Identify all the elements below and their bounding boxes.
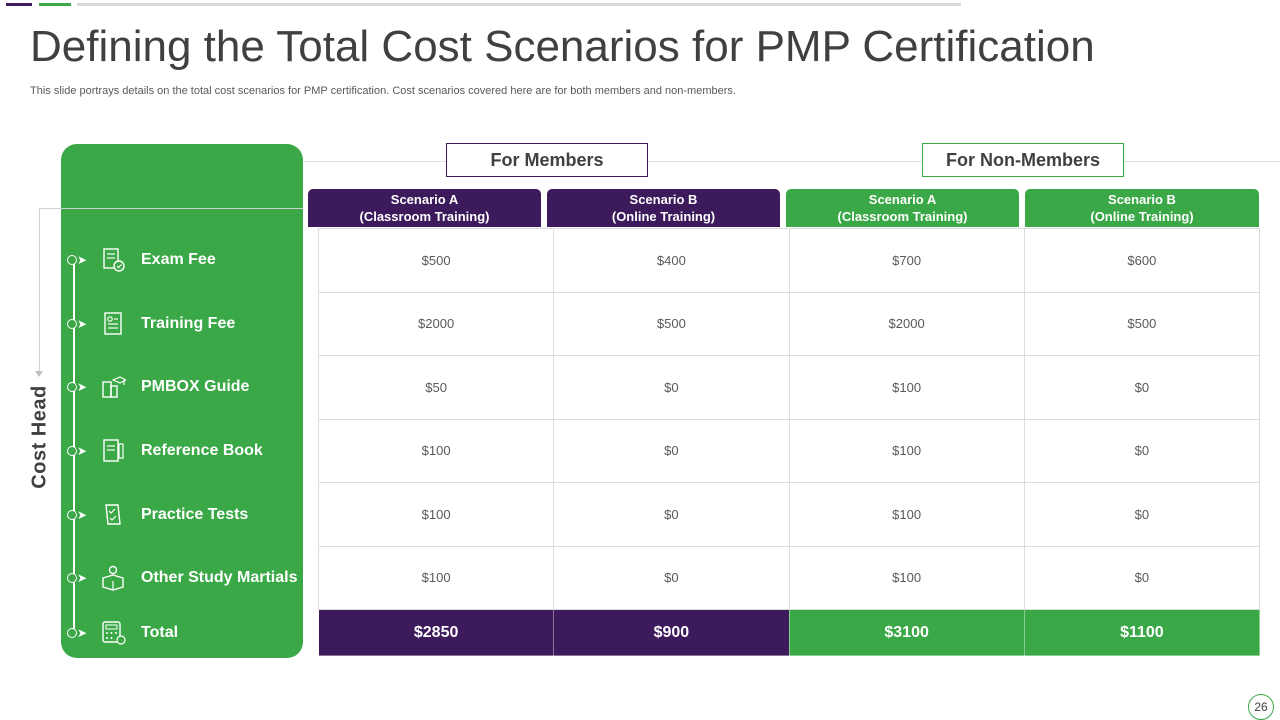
cost-head-panel: [61, 144, 303, 658]
cost-item-label: Training Fee: [141, 315, 236, 332]
timeline-dot: [67, 255, 77, 265]
slide-subtitle: This slide portrays details on the total…: [30, 85, 736, 97]
cost-item-label: Practice Tests: [141, 506, 249, 523]
cost-item-training-fee: ➤ Training Fee: [66, 312, 303, 337]
exam-paper-icon: [103, 248, 125, 272]
table-cell: $0: [553, 355, 790, 420]
table-cell: $100: [317, 482, 555, 547]
cost-item-pmbox-guide: ➤ PMBOX Guide: [66, 376, 303, 400]
timeline-dot: [67, 446, 77, 456]
cost-item-total: ➤ Total: [66, 621, 303, 646]
table-cell: $100: [317, 418, 555, 483]
reference-book-icon: [103, 439, 124, 462]
cost-item-practice-tests: ➤ Practice Tests: [66, 504, 303, 528]
arrow-right-icon: ➤: [77, 253, 88, 267]
accent-bar-gray: [77, 3, 961, 6]
document-icon: [104, 312, 122, 335]
table-row: $50 $0 $100 $0: [317, 355, 1261, 420]
connector-arrow-icon: [35, 371, 43, 377]
connector-line: [39, 208, 303, 209]
table-cell: $2000: [317, 291, 555, 356]
accent-bar-green: [39, 3, 71, 6]
timeline-dot: [67, 628, 77, 638]
page-number: 26: [1248, 694, 1274, 720]
table-cell: $100: [788, 482, 1025, 547]
column-header-title: Scenario B: [629, 192, 698, 207]
column-header-non-members-scenario-b: Scenario B (Online Training): [1025, 189, 1259, 227]
table-cell: $100: [788, 355, 1025, 420]
column-header-subtitle: (Online Training): [611, 209, 716, 224]
table-cell: $100: [788, 418, 1025, 483]
table-cell: $0: [553, 418, 790, 483]
cost-item-label: Total: [141, 624, 179, 641]
table-cell: $0: [1023, 482, 1261, 547]
arrow-right-icon: ➤: [77, 508, 88, 522]
test-checklist-icon: [105, 504, 121, 525]
timeline-dot: [67, 382, 77, 392]
total-cell: $900: [553, 609, 790, 656]
total-cell: $1100: [1023, 609, 1261, 656]
table-cell: $0: [1023, 418, 1261, 483]
calculator-icon: [102, 621, 126, 645]
arrow-right-icon: ➤: [77, 571, 88, 585]
timeline-dot: [67, 319, 77, 329]
table-row: $500 $400 $700 $600: [317, 228, 1261, 293]
total-cell: $3100: [788, 609, 1025, 656]
arrow-right-icon: ➤: [77, 380, 88, 394]
group-divider-line: [304, 161, 1280, 162]
table-cell: $0: [553, 482, 790, 547]
table-row: $2000 $500 $2000 $500: [317, 291, 1261, 356]
column-header-members-scenario-a: Scenario A (Classroom Training): [308, 189, 541, 227]
table-cell: $0: [553, 545, 790, 610]
column-header-subtitle: (Online Training): [1090, 209, 1194, 224]
table-cell: $600: [1023, 228, 1261, 293]
cost-item-exam-fee: ➤ Exam Fee: [66, 248, 303, 273]
table-cell: $100: [788, 545, 1025, 610]
connector-line-vertical: [39, 208, 40, 374]
column-header-subtitle: (Classroom Training): [359, 209, 490, 224]
cost-item-label: Exam Fee: [141, 251, 216, 268]
non-members-group-label: For Non-Members: [922, 143, 1124, 177]
total-row: $2850 $900 $3100 $1100: [317, 609, 1261, 656]
table-cell: $50: [317, 355, 555, 420]
table-cell: $0: [1023, 545, 1261, 610]
column-header-title: Scenario A: [868, 192, 937, 207]
table-cell: $2000: [788, 291, 1025, 356]
column-header-members-scenario-b: Scenario B (Online Training): [547, 189, 780, 227]
slide-title: Defining the Total Cost Scenarios for PM…: [30, 22, 1095, 71]
table-cell: $0: [1023, 355, 1261, 420]
table-cell: $500: [553, 291, 790, 356]
table-cell: $100: [317, 545, 555, 610]
timeline-dot: [67, 510, 77, 520]
members-group-label: For Members: [446, 143, 648, 177]
column-header-title: Scenario B: [1108, 192, 1176, 207]
arrow-right-icon: ➤: [77, 444, 88, 458]
person-box-icon: [102, 565, 124, 591]
timeline-dot: [67, 573, 77, 583]
cost-head-label: Cost Head: [28, 385, 51, 489]
cost-item-other-study-materials: ➤ Other Study Martials: [66, 565, 303, 591]
arrow-right-icon: ➤: [77, 317, 88, 331]
cost-item-label: Reference Book: [141, 442, 263, 459]
timeline-spine: [73, 260, 75, 630]
arrow-right-icon: ➤: [77, 626, 88, 640]
table-cell: $400: [553, 228, 790, 293]
table-cell: $500: [1023, 291, 1261, 356]
table-cell: $500: [317, 228, 555, 293]
table-row: $100 $0 $100 $0: [317, 482, 1261, 547]
column-header-subtitle: (Classroom Training): [837, 209, 968, 224]
cost-item-label: Other Study Martials: [141, 569, 298, 586]
accent-bar-purple: [6, 3, 32, 6]
column-header-non-members-scenario-a: Scenario A (Classroom Training): [786, 189, 1019, 227]
table-cell: $700: [788, 228, 1025, 293]
table-row: $100 $0 $100 $0: [317, 545, 1261, 610]
cost-table: $500 $400 $700 $600 $2000 $500 $2000 $50…: [317, 228, 1261, 656]
table-row: $100 $0 $100 $0: [317, 418, 1261, 483]
cost-item-label: PMBOX Guide: [141, 378, 250, 395]
total-cell: $2850: [317, 609, 555, 656]
book-graduation-icon: [102, 376, 126, 398]
cost-item-reference-book: ➤ Reference Book: [66, 439, 303, 464]
column-header-title: Scenario A: [390, 192, 459, 207]
